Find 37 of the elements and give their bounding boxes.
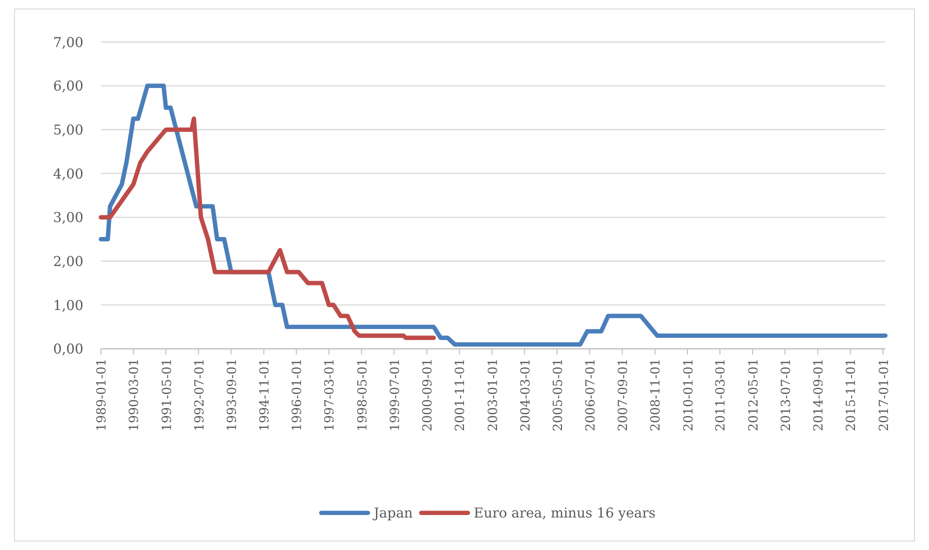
x-tick-label: 2003-01-01 — [484, 358, 500, 432]
x-tick-label: 2012-05-01 — [745, 358, 760, 432]
y-tick-label: 3,00 — [53, 210, 84, 226]
x-tick-label: 1993-09-01 — [224, 358, 240, 432]
y-tick-label: 5,00 — [53, 122, 84, 138]
x-tick-label: 2001-11-01 — [452, 358, 468, 432]
x-tick-label: 2006-07-01 — [582, 358, 598, 432]
x-tick-label: 1992-07-01 — [191, 358, 206, 432]
x-tick-label: 2007-09-01 — [615, 358, 630, 432]
x-tick-label: 2014-09-01 — [810, 358, 826, 432]
x-tick-label: 1994-11-01 — [256, 358, 272, 432]
legend-label: Japan — [372, 506, 414, 522]
x-tick-label: 1998-05-01 — [354, 358, 370, 432]
x-tick-label: 2013-07-01 — [778, 358, 793, 432]
y-tick-label: 2,00 — [53, 254, 84, 270]
y-tick-label: 6,00 — [53, 78, 84, 95]
y-tick-label: 4,00 — [53, 166, 84, 182]
x-tick-label: 1989-01-01 — [94, 358, 109, 432]
x-tick-label: 1997-03-01 — [322, 358, 337, 432]
x-tick-label: 1999-07-01 — [386, 358, 402, 432]
x-tick-label: 2000-09-01 — [420, 358, 435, 432]
line-series — [98, 116, 436, 340]
x-tick-label: 2005-05-01 — [550, 358, 565, 432]
x-tick-label: 1996-01-01 — [289, 358, 304, 432]
x-tick-label: 1991-05-01 — [158, 358, 174, 432]
x-tick-label: 2004-03-01 — [517, 358, 532, 432]
x-tick-label: 1990-03-01 — [126, 358, 142, 432]
x-tick-label: 2008-11-01 — [648, 358, 663, 432]
x-tick-label: 2010-01-01 — [680, 358, 696, 432]
y-tick-label: 7,00 — [53, 34, 84, 51]
y-tick-label: 1,00 — [53, 298, 84, 314]
x-tick-label: 2011-03-01 — [712, 358, 728, 432]
x-tick-label: 2017-01-01 — [876, 358, 891, 432]
line-series — [98, 84, 888, 347]
legend-label: Euro area, minus 16 years — [474, 506, 656, 522]
y-tick-label: 0,00 — [53, 342, 84, 358]
x-tick-label: 2015-11-01 — [843, 358, 858, 432]
